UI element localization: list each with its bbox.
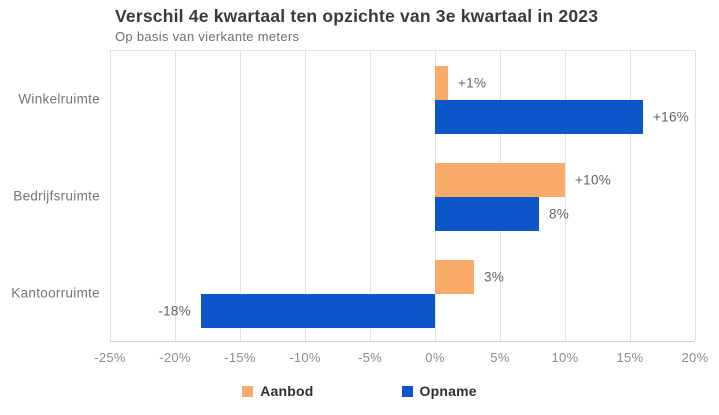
- legend-item-aanbod: Aanbod: [242, 383, 313, 399]
- x-tick-label: 0%: [425, 350, 445, 365]
- x-tick-label: 15%: [616, 350, 644, 365]
- legend-label-opname: Opname: [419, 383, 477, 399]
- category-label-kantoorruimte: Kantoorruimte: [11, 285, 100, 301]
- legend-label-aanbod: Aanbod: [260, 383, 314, 399]
- data-label-opname-winkelruimte: +16%: [653, 109, 690, 125]
- x-tick-label: 5%: [490, 350, 510, 365]
- data-label-opname-kantoorruimte: -18%: [158, 303, 191, 319]
- gridline-10%: [564, 51, 566, 341]
- gridline--10%: [304, 51, 306, 341]
- bar-opname-kantoorruimte: [201, 294, 435, 329]
- gridline--25%: [109, 51, 111, 341]
- plot-area: +1% +16% +10% 8% 3% -18%: [109, 50, 696, 342]
- data-label-aanbod-bedrijfsruimte: +10%: [575, 172, 612, 188]
- x-tick-label: 10%: [551, 350, 579, 365]
- x-tick-label: -5%: [357, 350, 383, 365]
- gridline-15%: [629, 51, 631, 341]
- x-tick-label: -25%: [94, 350, 126, 365]
- aanbod-swatch-icon: [242, 385, 254, 397]
- x-tick-label: -10%: [289, 350, 321, 365]
- gridline-20%: [694, 51, 696, 341]
- legend: Aanbod Opname: [0, 383, 719, 399]
- data-label-aanbod-kantoorruimte: 3%: [484, 269, 505, 285]
- data-label-aanbod-winkelruimte: +1%: [458, 75, 487, 91]
- chart-title: Verschil 4e kwartaal ten opzichte van 3e…: [115, 6, 599, 26]
- legend-item-opname: Opname: [401, 383, 477, 399]
- x-tick-label: -20%: [159, 350, 191, 365]
- category-label-winkelruimte: Winkelruimte: [18, 91, 100, 107]
- chart-subtitle: Op basis van vierkante meters: [115, 29, 300, 44]
- bar-aanbod-kantoorruimte: [435, 260, 474, 295]
- bar-opname-bedrijfsruimte: [435, 197, 539, 231]
- x-tick-label: -15%: [224, 350, 256, 365]
- bar-opname-winkelruimte: [435, 99, 643, 134]
- data-label-opname-bedrijfsruimte: 8%: [549, 206, 570, 222]
- gridline--5%: [369, 51, 371, 341]
- x-tick-label: 20%: [681, 350, 709, 365]
- opname-swatch-icon: [401, 385, 413, 397]
- category-label-bedrijfsruimte: Bedrijfsruimte: [13, 188, 100, 204]
- bar-aanbod-bedrijfsruimte: [435, 163, 565, 197]
- gridline--15%: [239, 51, 241, 341]
- bar-aanbod-winkelruimte: [435, 65, 448, 100]
- gridline--20%: [174, 51, 176, 341]
